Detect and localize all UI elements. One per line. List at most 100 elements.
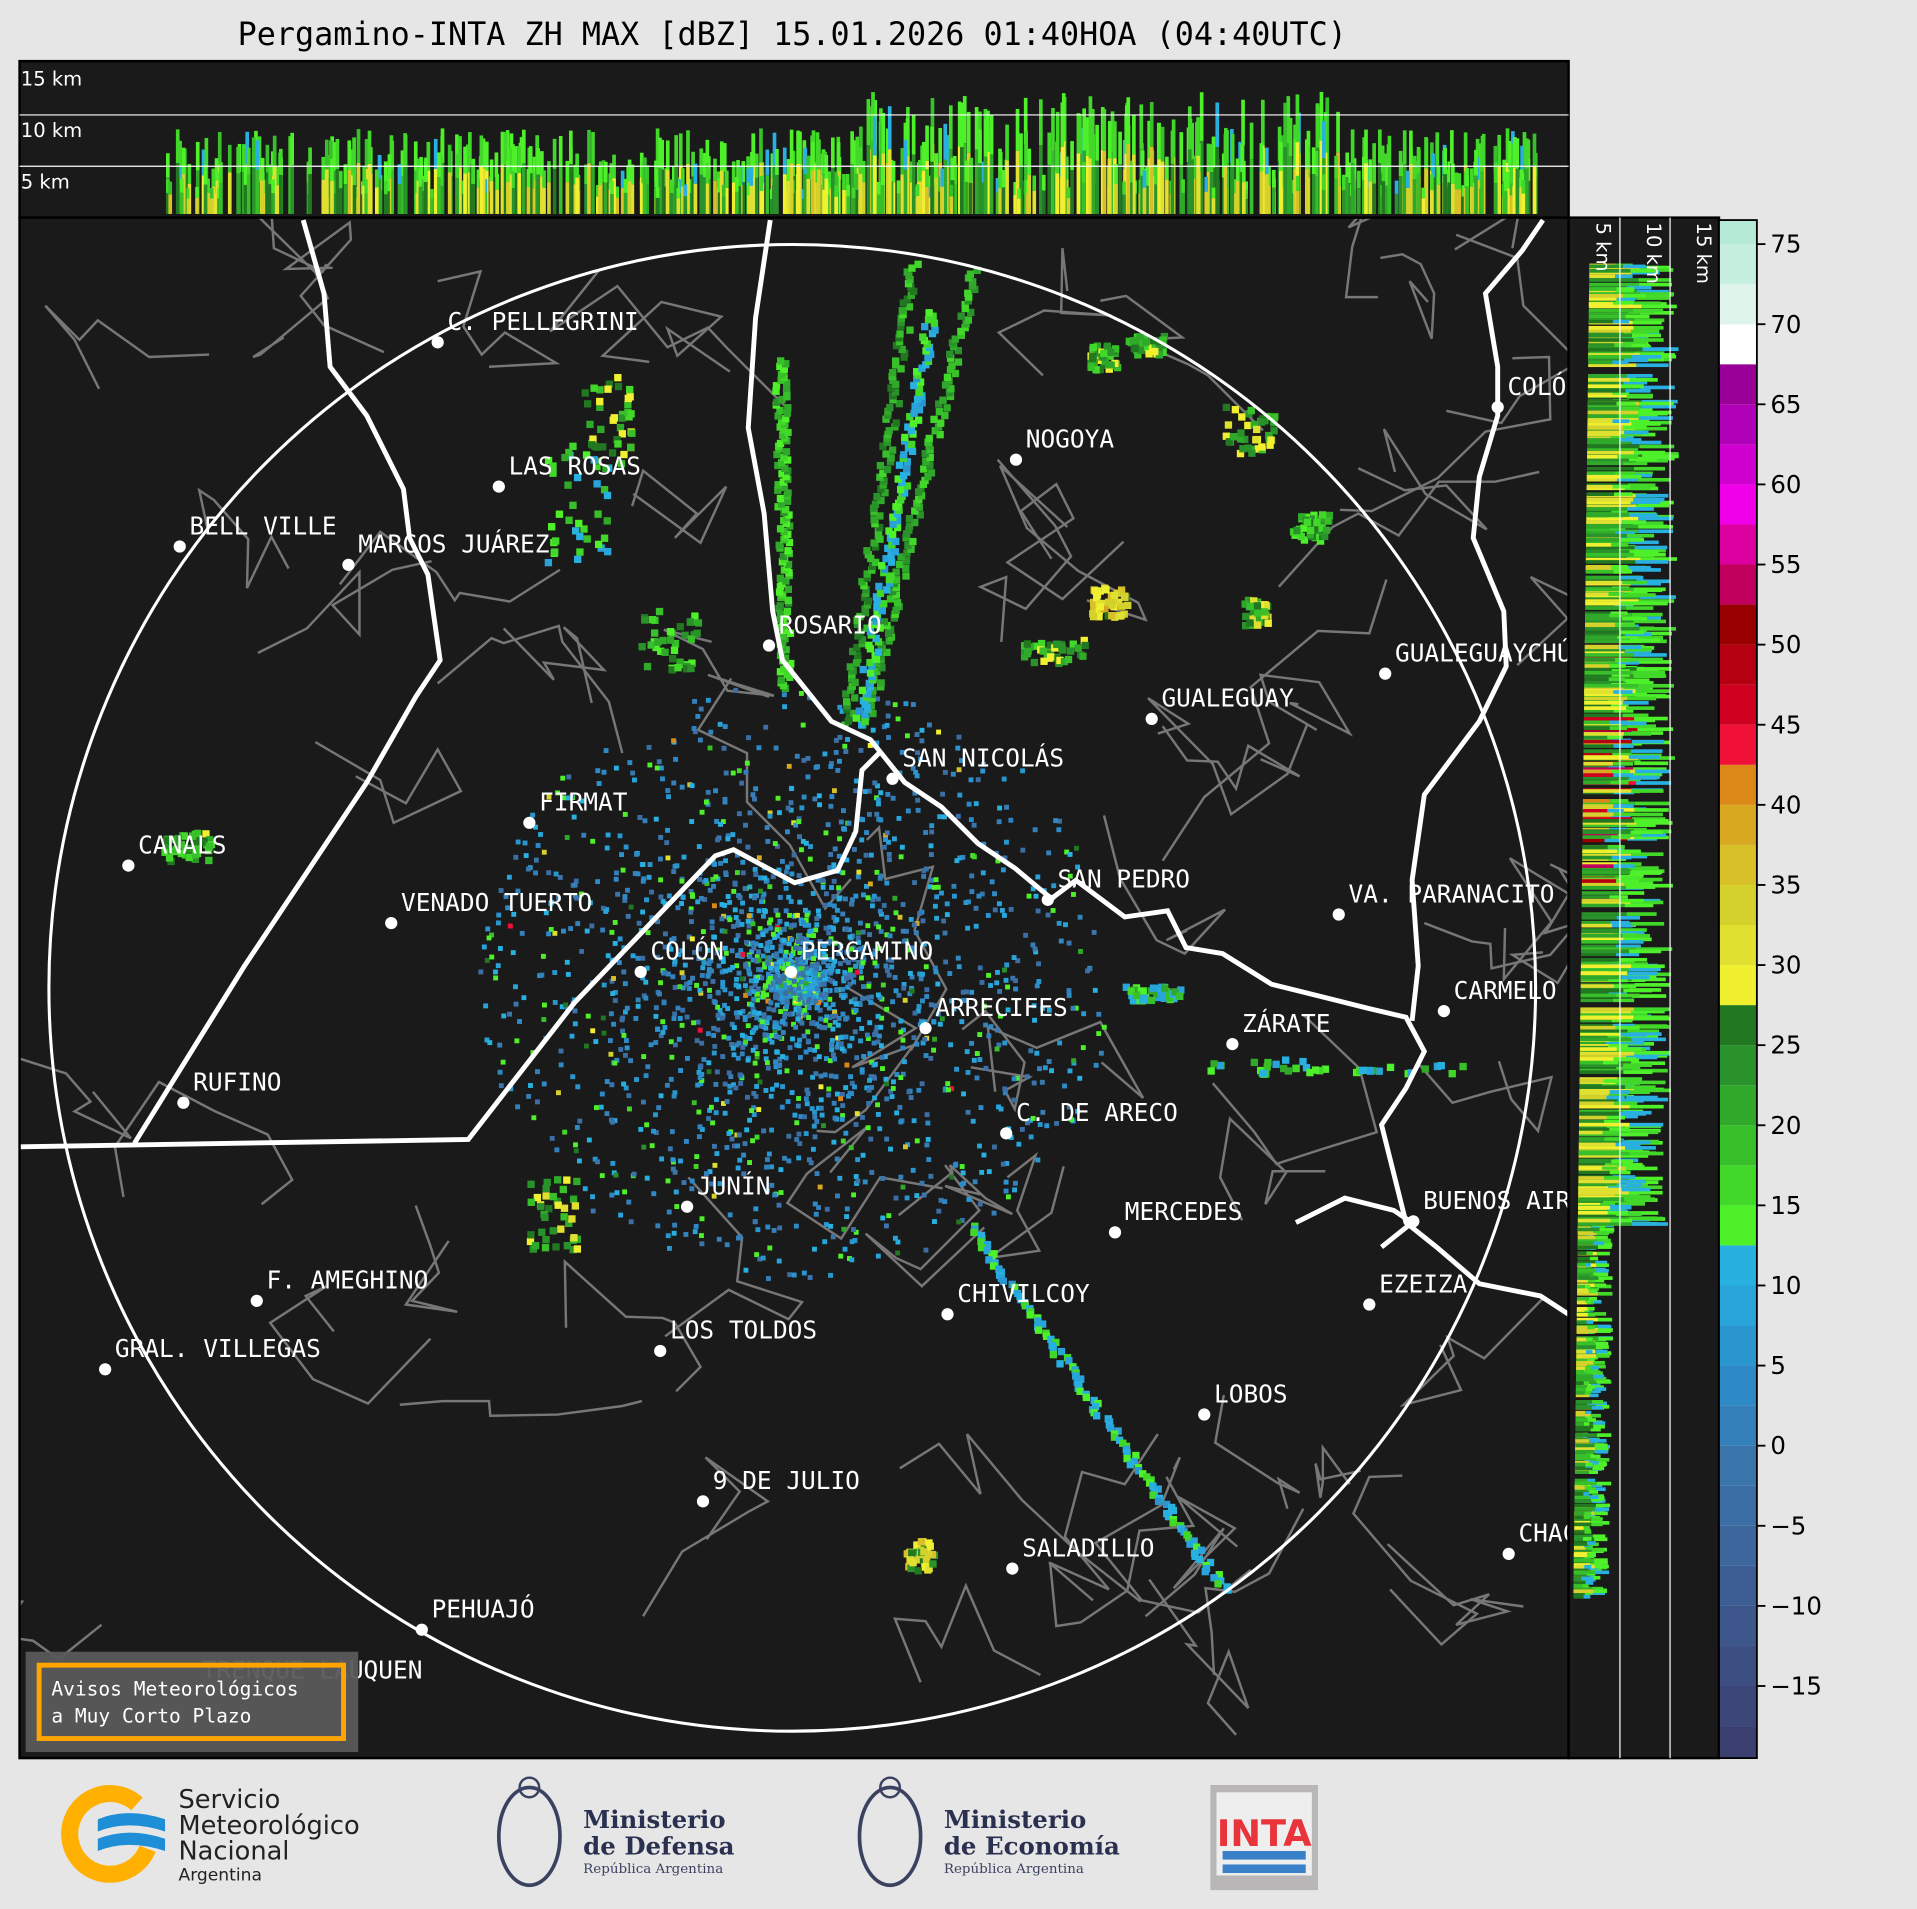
colorbar-segment	[1718, 404, 1757, 445]
city-dot	[250, 1294, 263, 1307]
warning-line-1: Avisos Meteorológicos	[51, 1678, 298, 1701]
city-dot	[523, 816, 536, 829]
city-marker: SALADILLO	[1006, 1533, 1155, 1575]
colorbar-segment	[1718, 1245, 1757, 1286]
city-label: F. AMEGHINO	[267, 1266, 429, 1295]
city-marker: LAS ROSAS	[492, 451, 641, 493]
city-dot	[1006, 1562, 1019, 1575]
city-dot	[1437, 1004, 1451, 1018]
colorbar-segment	[1718, 484, 1757, 525]
colorbar-segment	[1718, 1726, 1757, 1759]
province-borders-rivers	[19, 218, 1569, 1317]
colorbar-segment	[1718, 764, 1757, 805]
city-label: GUALEGUAY	[1161, 684, 1294, 713]
city-marker: PEHUAJÓ	[415, 1593, 535, 1636]
colorbar-tick-label: 50	[1770, 630, 1801, 659]
colorbar-tick-label: 30	[1770, 951, 1801, 980]
logo-smn: Servicio Meteorológico Nacional Argentin…	[61, 1784, 360, 1885]
city-marker: ROSARIO	[762, 610, 882, 652]
city-marker: COLÓN	[634, 936, 724, 979]
colorbar-tick-label: 5	[1770, 1351, 1786, 1380]
city-marker: MARCOS JUÁREZ	[342, 530, 549, 571]
city-dot	[762, 639, 776, 652]
colorbar-segment	[1718, 324, 1757, 365]
colorbar-tick-label: 45	[1770, 710, 1801, 739]
city-label: LOBOS	[1214, 1379, 1288, 1408]
side-height-panel: 5 km 10 km 15 km	[1567, 216, 1721, 1760]
city-dot	[1000, 1127, 1013, 1140]
city-label: PERGAMINO	[801, 937, 933, 966]
smn-text-4: Argentina	[178, 1865, 261, 1885]
city-label: NOGOYA	[1026, 424, 1115, 453]
city-marker: LOS TOLDOS	[654, 1316, 817, 1358]
inta-text: INTA	[1217, 1812, 1312, 1855]
colorbar-tick-label: −15	[1770, 1672, 1822, 1701]
colorbar-segment	[1718, 1085, 1757, 1126]
smn-text-1: Servicio	[178, 1785, 280, 1815]
city-marker: 9 DE JULIO	[696, 1466, 860, 1508]
city-dot	[1041, 893, 1054, 906]
colorbar-segment	[1718, 884, 1757, 925]
city-label: LOS TOLDOS	[670, 1316, 817, 1345]
colorbar-segment	[1718, 965, 1757, 1006]
colorbar-segment	[1718, 1485, 1757, 1526]
city-label: MERCEDES	[1125, 1197, 1243, 1226]
city-marker: SAN NICOLÁS	[886, 744, 1064, 785]
city-marker: EZEIZA	[1363, 1269, 1468, 1311]
city-label: CARMELO	[1454, 976, 1557, 1005]
city-label: COLÓN	[650, 936, 724, 966]
city-dot	[1332, 908, 1345, 921]
colorbar-segment	[1718, 1165, 1757, 1206]
warning-line-2: a Muy Corto Plazo	[51, 1705, 251, 1728]
colorbar-tick-label: 70	[1770, 310, 1801, 339]
city-label: ROSARIO	[779, 610, 882, 639]
city-marker: C. PELLEGRINI	[431, 307, 639, 349]
city-dot	[1198, 1408, 1211, 1421]
radar-range-ring	[47, 242, 1538, 1733]
city-dot	[122, 859, 135, 872]
radar-map: C. PELLEGRINI LAS ROSAS BELL VILLE MARCOS J…	[18, 216, 1650, 1760]
city-dot	[784, 965, 798, 979]
colorbar-segment	[1718, 644, 1757, 685]
colorbar-segment	[1718, 364, 1757, 405]
city-dot	[99, 1363, 112, 1376]
warning-box[interactable]: Avisos Meteorológicos a Muy Corto Plazo	[25, 1651, 359, 1752]
city-label: FIRMAT	[539, 788, 628, 817]
side-height-5km: 5 km	[1592, 223, 1615, 272]
colorbar-tick-label: −10	[1770, 1591, 1822, 1620]
city-dot	[919, 1022, 932, 1035]
coat-of-arms-icon	[496, 1785, 562, 1888]
city-marker: RUFINO	[177, 1068, 281, 1109]
city-marker: CHACABUCO	[1502, 1519, 1650, 1561]
city-marker: BUENOS AIRES	[1407, 1186, 1569, 1228]
city-label: CANALS	[138, 830, 226, 859]
colorbar-segment	[1718, 284, 1757, 325]
city-dot	[696, 1495, 710, 1508]
city-dot	[1226, 1037, 1239, 1051]
city-label: CHACABUCO	[1518, 1519, 1650, 1548]
colorbar-tick-label: 55	[1770, 550, 1801, 579]
colorbar-tick-label: 35	[1770, 871, 1801, 900]
city-marker: VENADO TUERTO	[385, 888, 592, 930]
colorbar-segment	[1718, 444, 1757, 485]
colorbar-segment	[1718, 1205, 1757, 1246]
city-label: COLÓN	[1507, 371, 1581, 401]
smn-text-3: Nacional	[178, 1837, 289, 1867]
city-label: C. PELLEGRINI	[447, 307, 638, 336]
logo-inta: INTA	[1210, 1784, 1318, 1891]
city-dot	[634, 965, 647, 979]
colorbar-tick-label: −5	[1770, 1511, 1806, 1540]
colorbar-segment	[1718, 1365, 1757, 1406]
colorbar-segment	[1718, 1005, 1757, 1046]
city-marker: COLÓN	[1491, 371, 1581, 414]
colorbar-segment	[1718, 1125, 1757, 1166]
height-label-10km: 10 km	[21, 119, 82, 142]
city-label: JUNÍN	[697, 1171, 771, 1200]
colorbar-tick-label: 20	[1770, 1111, 1801, 1140]
colorbar-tick-label: 40	[1770, 790, 1801, 819]
colorbar-segment	[1718, 604, 1757, 645]
city-dot	[1009, 453, 1023, 466]
logo-ministerio-defensa: Ministerio de Defensa República Argentin…	[496, 1776, 735, 1888]
city-marker: CARMELO	[1437, 976, 1557, 1018]
